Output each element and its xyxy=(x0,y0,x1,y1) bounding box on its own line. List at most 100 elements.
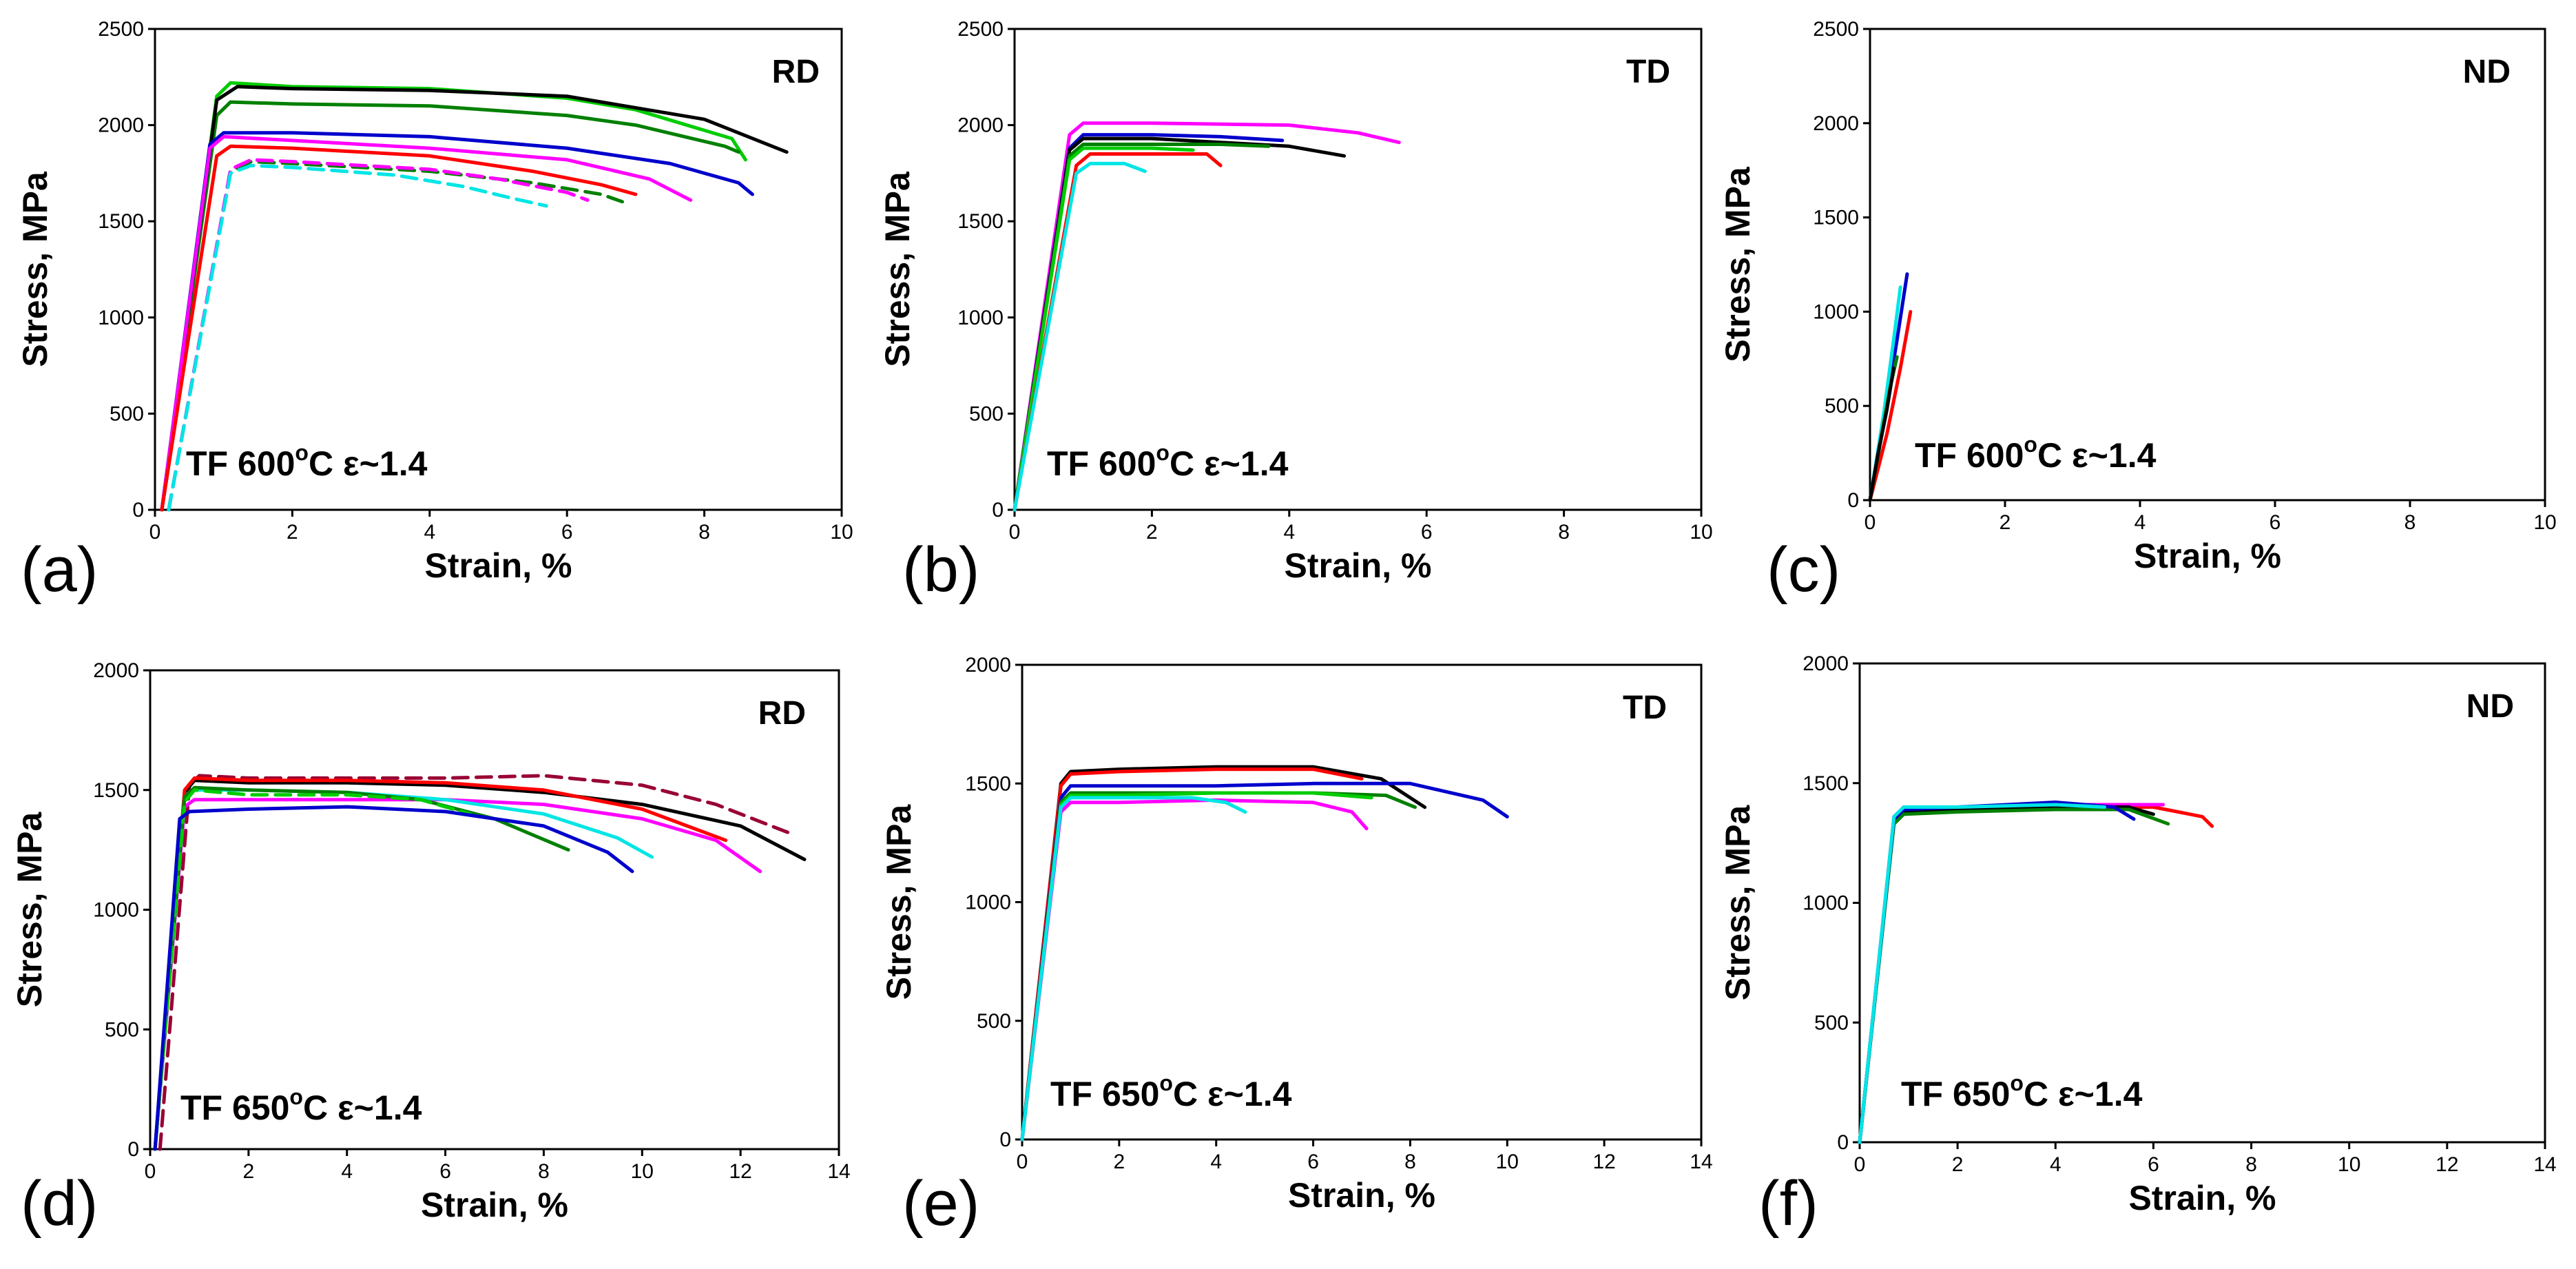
condition-label: TF 600oC ε~1.4 xyxy=(186,440,428,483)
plot-frame xyxy=(1858,662,2546,1144)
y-tick-label: 500 xyxy=(969,402,1004,425)
y-tick-label: 2500 xyxy=(98,18,144,41)
y-tick-label: 0 xyxy=(1847,489,1859,512)
x-tick-label: 8 xyxy=(698,521,710,544)
plot-frame xyxy=(1013,28,1703,511)
series-line-5 xyxy=(1868,367,1895,502)
condition-label: TF 650oC ε~1.4 xyxy=(180,1084,422,1127)
x-tick-label: 12 xyxy=(729,1160,751,1183)
y-tick-label: 500 xyxy=(105,1018,139,1041)
direction-label: ND xyxy=(2466,688,2514,725)
y-axis-label: Stress, MPa xyxy=(16,171,54,367)
y-tick-label: 1500 xyxy=(1803,772,1849,795)
x-tick-label: 14 xyxy=(1690,1151,1712,1173)
direction-label: RD xyxy=(758,695,806,732)
y-tick-label: 2000 xyxy=(93,659,139,682)
x-axis-label: Strain, % xyxy=(1288,1176,1435,1215)
y-axis-label: Stress, MPa xyxy=(10,812,49,1008)
series-line-2 xyxy=(160,100,740,512)
y-tick-label: 1500 xyxy=(93,779,139,802)
x-tick-label: 12 xyxy=(2435,1153,2458,1176)
x-tick-label: 2 xyxy=(1114,1151,1125,1173)
series-line-8 xyxy=(167,158,590,512)
panel-c: 0 2 4 6 8 10 0 500 1000 1500 2000 2500 Strain, % Stre… xyxy=(1718,18,2557,605)
y-tick-label: 1000 xyxy=(98,307,144,329)
y-tick-label: 2000 xyxy=(1813,112,1859,135)
series-line-6 xyxy=(1020,798,1369,1142)
x-tick-label: 4 xyxy=(341,1160,353,1183)
direction-label: RD xyxy=(772,54,820,90)
direction-label: TD xyxy=(1623,690,1667,726)
series-line-3 xyxy=(1012,136,1347,512)
y-tick-label: 0 xyxy=(127,1138,139,1161)
panel-d: 0 2 4 6 8 10 12 14 0 500 1000 1500 2000 Strain, % Stre… xyxy=(10,659,851,1239)
x-tick-label: 8 xyxy=(2404,511,2416,534)
x-tick-label: 6 xyxy=(439,1160,451,1183)
plot-frame xyxy=(1869,28,2546,502)
x-tick-label: 14 xyxy=(2533,1153,2556,1176)
condition-label: TF 600oC ε~1.4 xyxy=(1047,440,1289,483)
x-tick-label: 0 xyxy=(1865,511,1876,534)
condition-label: TF 650oC ε~1.4 xyxy=(1901,1071,2143,1113)
x-axis-label: Strain, % xyxy=(2129,1179,2276,1217)
panel-f: 0 2 4 6 8 10 12 14 0 500 1000 1500 2000 Strain, % Stre… xyxy=(1718,652,2557,1239)
x-tick-label: 8 xyxy=(2245,1153,2257,1176)
y-tick-label: 2000 xyxy=(957,114,1004,137)
series-line-5 xyxy=(1012,146,1195,512)
y-tick-label: 2500 xyxy=(1813,18,1859,41)
plot-frame xyxy=(154,28,843,511)
panel-b: 0 2 4 6 8 10 0 500 1000 1500 2000 2500 Strain, % Stre… xyxy=(878,18,1713,605)
y-tick-label: 0 xyxy=(132,499,144,522)
y-tick-label: 2000 xyxy=(965,654,1011,677)
direction-label: TD xyxy=(1626,54,1670,90)
panel-label: (d) xyxy=(21,1168,98,1239)
x-tick-label: 10 xyxy=(2338,1153,2360,1176)
plot-frame xyxy=(1021,663,1703,1141)
x-tick-label: 8 xyxy=(1404,1151,1416,1173)
series-line-1 xyxy=(160,81,747,512)
panel-label: (a) xyxy=(21,535,98,605)
y-tick-label: 0 xyxy=(999,1128,1011,1151)
plot-frame xyxy=(149,669,840,1151)
x-tick-label: 6 xyxy=(561,521,573,544)
x-tick-label: 14 xyxy=(827,1160,850,1183)
y-tick-label: 1000 xyxy=(1803,892,1849,915)
series-line-1 xyxy=(158,774,792,1151)
direction-label: ND xyxy=(2463,54,2511,90)
y-tick-label: 1500 xyxy=(965,772,1011,795)
x-tick-label: 6 xyxy=(2269,511,2281,534)
x-tick-label: 6 xyxy=(2148,1153,2159,1176)
x-tick-label: 2 xyxy=(287,521,298,544)
y-tick-label: 0 xyxy=(992,499,1004,522)
x-tick-label: 2 xyxy=(1999,511,2011,534)
x-tick-label: 2 xyxy=(1952,1153,1964,1176)
panel-label: (e) xyxy=(902,1168,979,1239)
series-line-7 xyxy=(167,160,631,512)
y-tick-label: 0 xyxy=(1837,1131,1849,1154)
y-tick-label: 2000 xyxy=(98,114,144,137)
x-tick-label: 10 xyxy=(1496,1151,1519,1173)
y-tick-label: 1000 xyxy=(957,307,1004,329)
series-line-3 xyxy=(153,776,728,1151)
y-tick-label: 1000 xyxy=(1813,300,1859,323)
x-tick-label: 4 xyxy=(1210,1151,1222,1173)
x-tick-label: 10 xyxy=(830,521,853,544)
series-line-3 xyxy=(1868,309,1913,502)
x-tick-label: 4 xyxy=(2050,1153,2061,1176)
x-tick-label: 0 xyxy=(145,1160,156,1183)
y-tick-label: 500 xyxy=(1825,395,1859,417)
y-axis-label: Stress, MPa xyxy=(878,171,917,367)
y-axis-label: Stress, MPa xyxy=(1718,805,1757,1001)
y-tick-label: 2000 xyxy=(1803,652,1849,675)
y-tick-label: 1500 xyxy=(98,210,144,233)
x-tick-label: 4 xyxy=(424,521,435,544)
y-tick-label: 1500 xyxy=(1813,207,1859,229)
x-tick-label: 0 xyxy=(1017,1151,1028,1173)
y-tick-label: 500 xyxy=(1814,1011,1849,1034)
x-tick-label: 10 xyxy=(2533,511,2556,534)
y-axis-label: Stress, MPa xyxy=(1718,166,1757,362)
y-tick-label: 1500 xyxy=(957,210,1004,233)
x-tick-label: 10 xyxy=(631,1160,654,1183)
series-line-3 xyxy=(160,85,789,512)
x-tick-label: 8 xyxy=(1558,521,1570,544)
